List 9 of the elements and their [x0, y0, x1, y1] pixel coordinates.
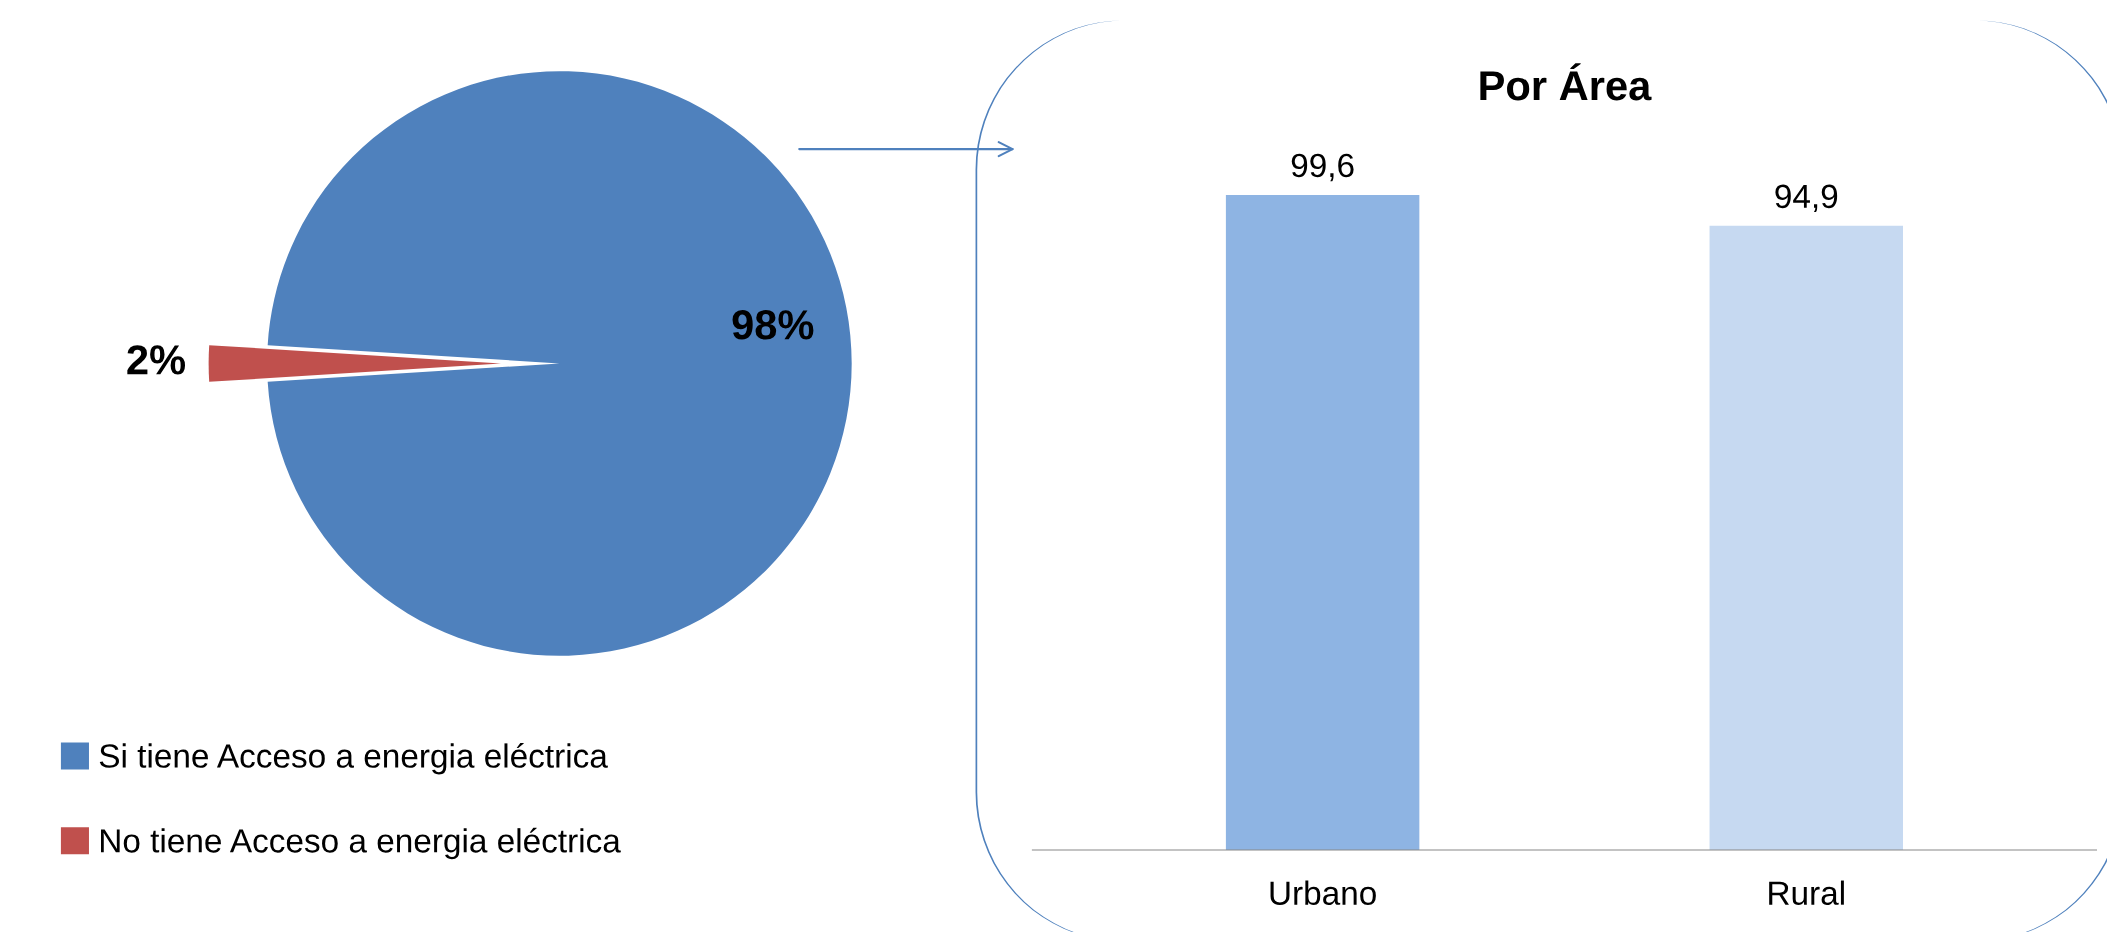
data-label: 99,6 [1291, 153, 1354, 182]
legend-label: Si tiene Acceso a energia eléctrica [99, 742, 608, 775]
chart-title: Por Área [1480, 63, 1652, 101]
data-label: 98% [732, 310, 814, 340]
x-tick-label: Urbano [1270, 880, 1376, 906]
legend-label: No tiene Acceso a energia eléctrica [101, 827, 621, 860]
x-tick-label: Rural [1769, 880, 1844, 906]
data-label: 94,9 [1775, 184, 1838, 213]
data-label: 2% [127, 345, 186, 375]
